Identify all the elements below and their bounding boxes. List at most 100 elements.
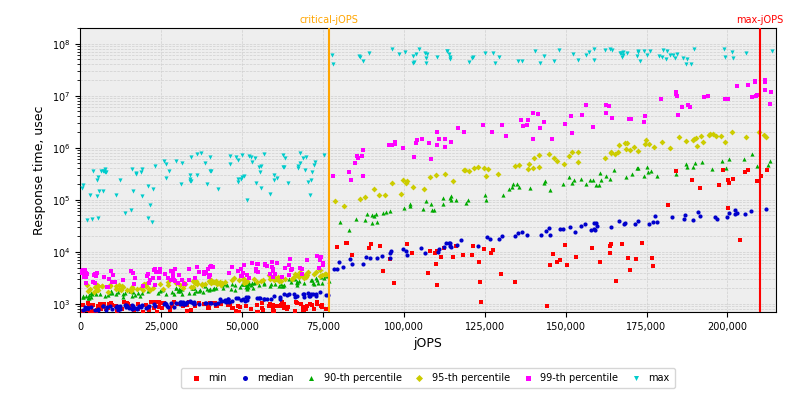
median [760, 205, 773, 212]
max [634, 58, 646, 64]
min [604, 241, 617, 247]
min [616, 241, 629, 248]
min [624, 267, 637, 274]
max [718, 54, 731, 60]
95-th percentile [479, 173, 492, 179]
max [143, 202, 156, 209]
90-th percentile [619, 174, 632, 181]
max [571, 56, 584, 63]
median [113, 304, 126, 310]
99-th percentile [296, 271, 309, 278]
max [236, 174, 249, 180]
median [585, 227, 598, 233]
min [157, 300, 170, 306]
90-th percentile [706, 166, 719, 172]
90-th percentile [226, 281, 238, 288]
90-th percentile [241, 283, 254, 290]
90-th percentile [190, 288, 203, 294]
median [160, 301, 173, 308]
99-th percentile [144, 276, 157, 283]
max [142, 215, 154, 221]
90-th percentile [368, 213, 381, 219]
max [296, 155, 309, 161]
99-th percentile [285, 267, 298, 274]
max [588, 57, 601, 63]
min [150, 299, 163, 306]
99-th percentile [746, 94, 758, 101]
max [110, 192, 122, 198]
90-th percentile [84, 290, 97, 296]
90-th percentile [480, 197, 493, 204]
median [287, 290, 300, 297]
min [550, 259, 563, 266]
99-th percentile [637, 118, 650, 125]
99-th percentile [158, 271, 171, 278]
90-th percentile [426, 207, 438, 214]
99-th percentile [252, 261, 265, 267]
99-th percentile [670, 93, 683, 100]
90-th percentile [98, 292, 111, 299]
max [250, 180, 262, 187]
max [548, 58, 561, 64]
95-th percentile [237, 276, 250, 282]
min [484, 250, 497, 256]
95-th percentile [91, 286, 104, 293]
95-th percentile [619, 146, 632, 153]
99-th percentile [178, 280, 190, 287]
90-th percentile [82, 295, 95, 301]
99-th percentile [546, 136, 558, 142]
median [278, 291, 290, 298]
min [274, 303, 286, 309]
min [233, 308, 246, 315]
99-th percentile [206, 264, 219, 270]
99-th percentile [79, 270, 92, 276]
95-th percentile [690, 134, 702, 141]
95-th percentile [718, 138, 731, 145]
95-th percentile [162, 282, 174, 288]
max [254, 168, 266, 175]
min [166, 302, 178, 309]
95-th percentile [205, 280, 218, 286]
95-th percentile [462, 168, 475, 174]
max [644, 47, 657, 54]
median [319, 292, 332, 298]
min [202, 304, 214, 311]
95-th percentile [103, 282, 116, 288]
95-th percentile [90, 286, 103, 293]
90-th percentile [738, 155, 750, 162]
min [114, 304, 126, 311]
median [187, 299, 200, 305]
95-th percentile [338, 203, 350, 210]
99-th percentile [87, 278, 100, 285]
median [328, 266, 341, 272]
99-th percentile [199, 270, 212, 276]
95-th percentile [714, 133, 727, 140]
median [238, 298, 251, 304]
min [339, 240, 352, 246]
95-th percentile [598, 154, 611, 161]
median [729, 211, 742, 218]
min [346, 252, 358, 258]
99-th percentile [758, 78, 771, 85]
95-th percentile [238, 277, 250, 283]
95-th percentile [209, 279, 222, 285]
95-th percentile [190, 280, 203, 287]
median [512, 229, 525, 236]
min [105, 300, 118, 306]
median [91, 305, 104, 312]
90-th percentile [284, 279, 297, 285]
95-th percentile [710, 133, 722, 140]
min [742, 167, 754, 173]
90-th percentile [274, 281, 287, 287]
median [631, 218, 644, 224]
99-th percentile [141, 273, 154, 280]
99-th percentile [565, 113, 578, 120]
min [291, 300, 304, 306]
max [136, 193, 149, 199]
95-th percentile [214, 282, 227, 288]
max [257, 151, 270, 158]
max [630, 53, 643, 60]
95-th percentile [262, 272, 275, 278]
median [80, 305, 93, 311]
median [646, 218, 659, 225]
